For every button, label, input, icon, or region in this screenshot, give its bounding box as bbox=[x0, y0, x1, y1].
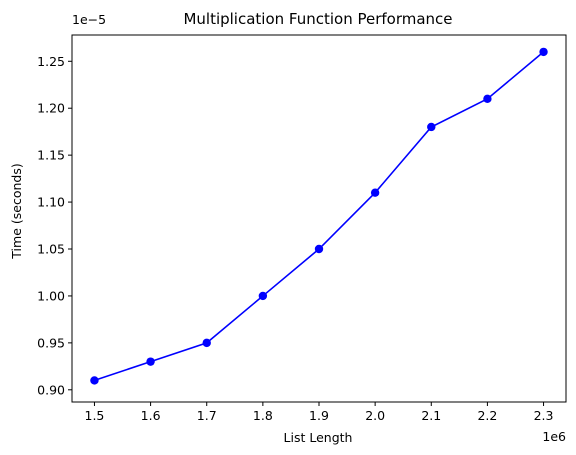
x-tick-label: 1.7 bbox=[197, 408, 217, 423]
y-tick-label: 1.20 bbox=[37, 101, 65, 116]
data-point bbox=[370, 188, 380, 197]
y-axis-label: Time (seconds) bbox=[9, 163, 24, 259]
y-tick-label: 1.10 bbox=[37, 195, 65, 210]
y-tick-label: 1.15 bbox=[37, 148, 65, 163]
x-tick-label: 1.5 bbox=[85, 408, 105, 423]
x-offset-label: 1e6 bbox=[542, 429, 566, 444]
plot-frame bbox=[71, 34, 567, 403]
y-offset-label: 1e−5 bbox=[72, 12, 106, 27]
y-tick-label: 0.90 bbox=[37, 382, 65, 397]
data-point bbox=[90, 376, 99, 385]
x-tick-label: 2.2 bbox=[477, 408, 497, 423]
data-point bbox=[483, 94, 492, 104]
y-tick-label: 1.05 bbox=[37, 242, 65, 257]
data-point bbox=[314, 244, 324, 254]
x-tick-label: 2.1 bbox=[421, 408, 441, 423]
data-point bbox=[427, 122, 436, 132]
chart-title: Multiplication Function Performance bbox=[183, 10, 452, 28]
data-point bbox=[146, 357, 155, 366]
x-tick-label: 1.6 bbox=[141, 408, 161, 423]
data-point bbox=[539, 47, 548, 57]
x-tick-label: 1.9 bbox=[309, 408, 329, 423]
axes-group: 1.5 1.6 1.7 1.8 1.9 2.0 2.1 2.2 2.3 0.90 0.95 1.00 1… bbox=[37, 34, 567, 423]
y-tick-label: 0.95 bbox=[37, 335, 65, 350]
data-point bbox=[258, 291, 268, 301]
series-layer bbox=[90, 47, 548, 385]
x-axis-label: List Length bbox=[284, 430, 353, 445]
x-tick-label: 1.8 bbox=[253, 408, 273, 423]
data-point bbox=[202, 338, 211, 348]
x-tick-label: 2.0 bbox=[365, 408, 385, 423]
y-tick-label: 1.25 bbox=[37, 54, 65, 69]
y-tick-label: 1.00 bbox=[37, 288, 65, 303]
x-tick-label: 2.3 bbox=[534, 408, 554, 423]
series-line bbox=[94, 51, 545, 382]
